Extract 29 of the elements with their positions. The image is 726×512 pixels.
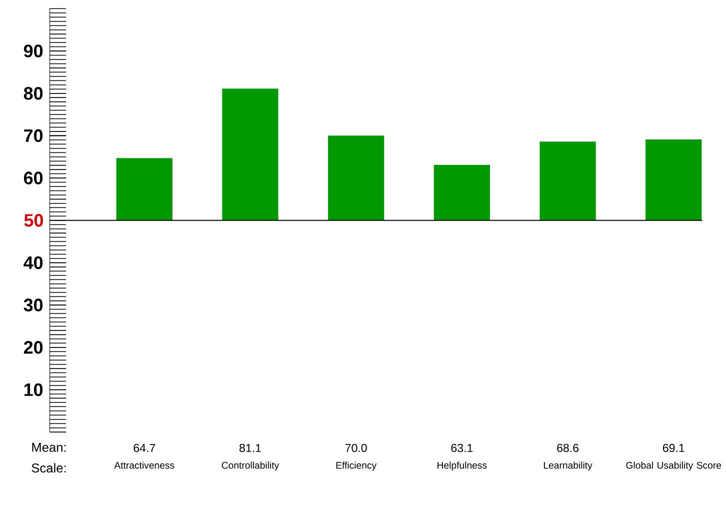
data-label: 81.1 xyxy=(240,444,261,452)
data-label: 63.1 xyxy=(451,444,473,452)
x-tick-label: Helpfulness xyxy=(438,462,487,471)
x-tick-label: Attractiveness xyxy=(114,462,174,469)
y-tick-label: 70 xyxy=(24,129,43,142)
text: Scale: xyxy=(32,463,66,473)
text: Mean: xyxy=(32,442,66,452)
bar xyxy=(116,158,172,220)
y-tick-label: 80 xyxy=(24,86,43,100)
x-tick-label: Controllability xyxy=(222,462,280,471)
y-tick-label: 30 xyxy=(24,298,43,312)
data-label: 68.6 xyxy=(557,444,578,452)
x-tick-label: Learnability xyxy=(544,462,592,471)
data-label: 69.1 xyxy=(662,444,684,452)
y-tick-label: 60 xyxy=(24,172,43,184)
bar xyxy=(328,136,384,220)
bar xyxy=(646,140,702,220)
bar xyxy=(540,142,596,220)
y-tick-label: 20 xyxy=(24,341,43,354)
bar xyxy=(434,164,490,220)
x-tick-label: Global Usability Score xyxy=(626,462,722,471)
y-tick-label: 40 xyxy=(24,256,43,270)
x-tick-label: Efficiency xyxy=(336,462,377,471)
y-tick-label: 10 xyxy=(24,383,43,396)
data-label: 64.7 xyxy=(134,444,156,452)
y-tick-label: 90 xyxy=(24,44,43,58)
bar xyxy=(222,88,278,220)
data-label: 70.0 xyxy=(345,444,367,452)
ref-line-label: 50 xyxy=(24,214,43,227)
